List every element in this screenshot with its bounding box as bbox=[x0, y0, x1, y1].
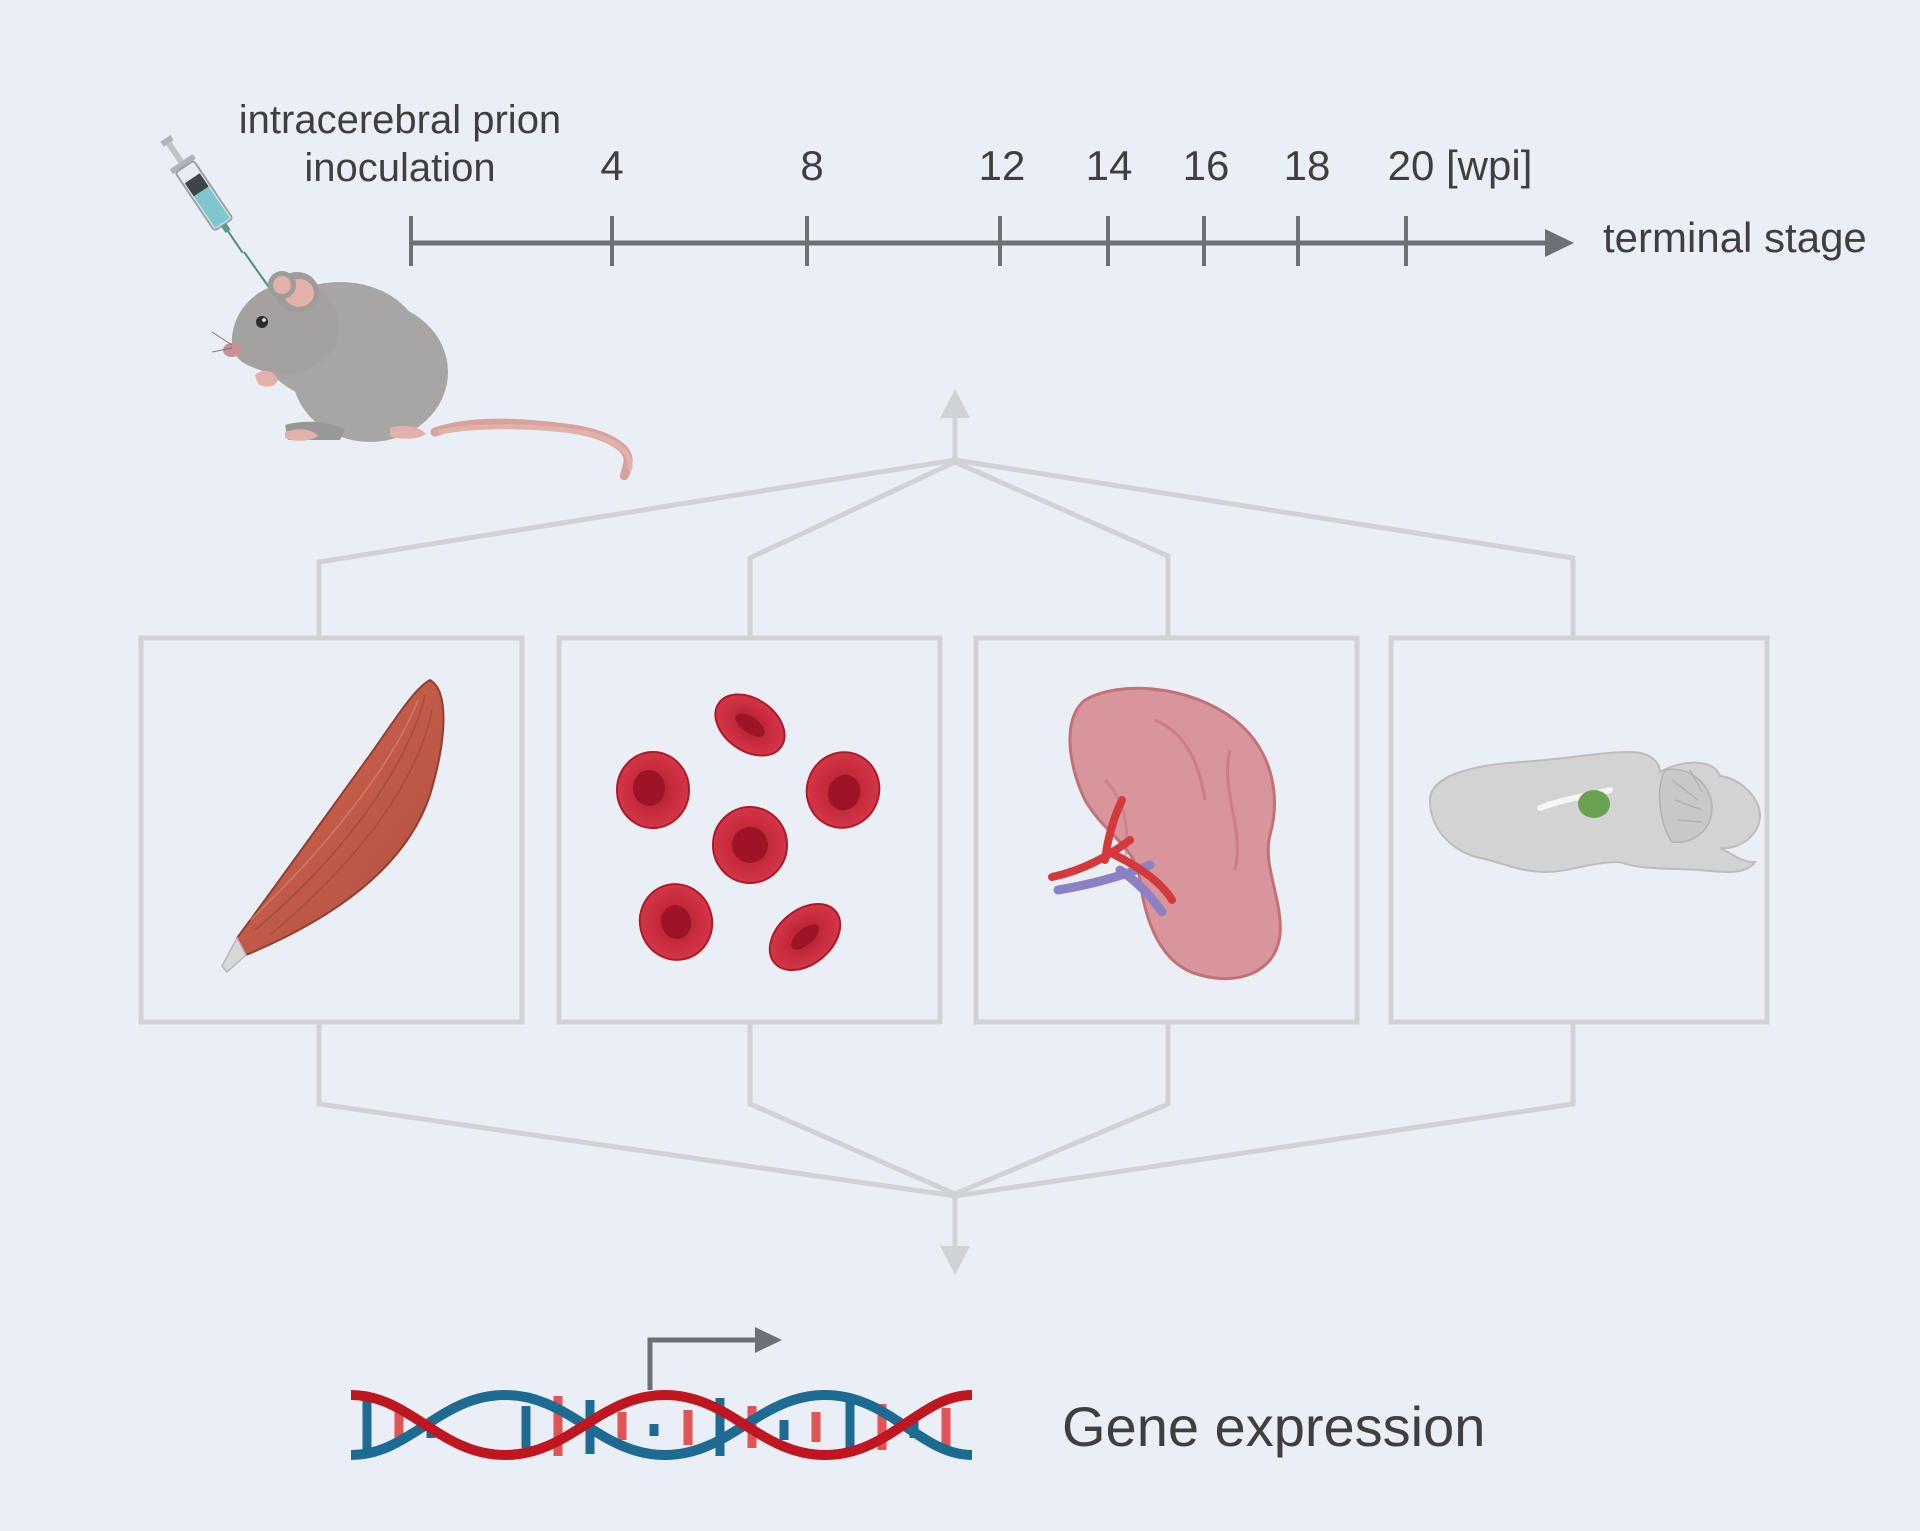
panel-blood bbox=[556, 635, 943, 1025]
inoculation-label: intracerebral prion inoculation bbox=[180, 96, 620, 192]
mouse-icon bbox=[211, 271, 633, 481]
tick-label: 12 bbox=[978, 142, 1026, 189]
red-blood-cells-icon bbox=[616, 693, 881, 971]
transcription-arrow-icon bbox=[647, 1327, 782, 1390]
up-arrow-icon bbox=[940, 389, 970, 418]
panel-brain bbox=[1388, 635, 1770, 1025]
brain-icon bbox=[1428, 750, 1762, 874]
inoculation-label-line2: inoculation bbox=[304, 146, 496, 190]
timeline-axis bbox=[409, 216, 1574, 266]
lower-connectors bbox=[316, 1024, 1576, 1248]
down-arrow-icon bbox=[940, 1246, 970, 1275]
muscle-icon bbox=[221, 678, 445, 974]
kidney-icon bbox=[1048, 686, 1282, 981]
tick-label: 4 bbox=[600, 142, 624, 189]
upper-connectors bbox=[316, 418, 1576, 638]
panel-kidney bbox=[973, 635, 1360, 1025]
dna-icon bbox=[350, 1389, 973, 1461]
tick-label: 8 bbox=[800, 142, 824, 189]
inoculation-label-line1: intracerebral prion bbox=[238, 98, 562, 142]
tick-label: 14 bbox=[1085, 142, 1133, 189]
gene-expression-label: Gene expression bbox=[1062, 1395, 1486, 1458]
panel-muscle bbox=[138, 635, 525, 1025]
tick-label: 20 [wpi] bbox=[1387, 142, 1533, 189]
terminal-stage-label: terminal stage bbox=[1603, 214, 1867, 261]
tick-label: 16 bbox=[1182, 142, 1230, 189]
tick-label: 18 bbox=[1283, 142, 1331, 189]
